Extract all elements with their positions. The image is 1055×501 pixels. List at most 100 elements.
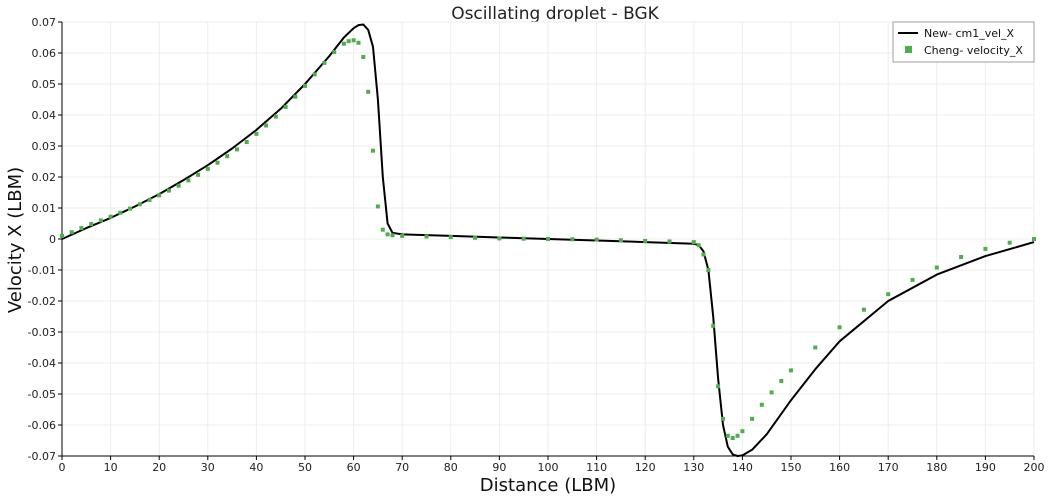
data-point (711, 323, 716, 328)
data-point (706, 268, 711, 272)
data-point (346, 39, 351, 44)
data-point (779, 379, 784, 383)
x-tick-label: 20 (152, 461, 166, 474)
data-point (186, 178, 191, 183)
x-tick-label: 30 (201, 461, 215, 474)
y-tick-label: -0.01 (28, 264, 56, 277)
legend-swatch-cheng (905, 46, 912, 53)
data-point (137, 202, 142, 207)
data-point (959, 255, 964, 259)
data-point (351, 38, 356, 43)
data-point (128, 206, 132, 211)
data-point (424, 234, 429, 239)
data-point (196, 172, 201, 177)
y-tick-label: 0.06 (32, 47, 57, 60)
x-tick-label: 70 (395, 461, 409, 474)
data-point (147, 197, 152, 202)
x-tick-label: 140 (732, 461, 753, 474)
x-tick-label: 80 (444, 461, 458, 474)
data-point (861, 307, 866, 312)
y-tick-label: -0.04 (28, 357, 56, 370)
data-point (380, 227, 385, 232)
x-tick-label: 190 (975, 461, 996, 474)
y-tick-label: 0.01 (32, 202, 57, 215)
data-point (521, 236, 526, 241)
x-tick-label: 180 (926, 461, 947, 474)
data-point (1007, 240, 1012, 245)
data-point (910, 277, 915, 282)
data-point (361, 55, 366, 59)
x-axis-label: Distance (LBM) (480, 475, 616, 496)
legend-box (892, 21, 1035, 63)
data-point (740, 429, 745, 434)
data-point (701, 252, 706, 257)
data-point (341, 41, 346, 46)
x-tick-label: 90 (492, 461, 506, 474)
data-point (293, 94, 298, 99)
data-point (696, 243, 701, 248)
y-tick-label: 0.02 (32, 171, 57, 184)
x-tick-label: 110 (586, 461, 607, 474)
data-point (176, 183, 181, 188)
data-point (618, 238, 623, 243)
x-tick-label: 0 (59, 461, 66, 474)
y-tick-label: -0.05 (28, 388, 56, 401)
x-tick-label: 50 (298, 461, 312, 474)
y-tick-label: 0.03 (32, 140, 57, 153)
data-point (759, 402, 764, 407)
data-point (546, 237, 550, 241)
data-point (837, 325, 842, 330)
data-point (225, 154, 230, 159)
data-point (244, 140, 249, 144)
y-tick-label: 0 (49, 233, 56, 246)
y-tick-label: 0.07 (32, 16, 57, 29)
x-tick-label: 120 (635, 461, 656, 474)
data-point (254, 131, 259, 136)
data-point (356, 40, 361, 45)
data-point (1032, 237, 1036, 241)
y-ticks: 0.07 0.06 0.05 0.04 0.03 0.02 0.01 0 -0.01 -0.02 -… (28, 16, 62, 463)
y-tick-label: -0.06 (28, 419, 56, 432)
data-point (371, 148, 375, 153)
data-point (283, 104, 288, 109)
data-point (108, 214, 113, 219)
data-point (322, 60, 327, 65)
data-point (79, 226, 84, 231)
x-tick-label: 60 (347, 461, 361, 474)
data-point (667, 239, 672, 244)
data-point (303, 83, 307, 88)
x-ticks: 0 10 20 30 40 50 60 70 80 90 100 110 120 130 140 150 160… (59, 456, 1045, 474)
data-point (205, 166, 210, 171)
series-layer (60, 23, 1036, 457)
legend-label-cheng: Cheng- velocity_X (924, 44, 1023, 57)
data-point (735, 433, 740, 438)
data-point (89, 222, 94, 227)
data-point (69, 230, 74, 235)
data-point (400, 233, 405, 238)
data-point (769, 390, 774, 395)
data-point (312, 72, 317, 77)
y-tick-label: -0.03 (28, 326, 56, 339)
data-point (98, 218, 103, 223)
data-point (366, 89, 371, 94)
data-point (934, 265, 939, 270)
data-point (390, 233, 395, 238)
x-tick-label: 160 (829, 461, 850, 474)
chart-title: Oscillating droplet - BGK (451, 4, 659, 24)
x-tick-label: 130 (683, 461, 704, 474)
data-point (497, 236, 502, 241)
data-point (789, 368, 793, 373)
data-point (273, 114, 278, 119)
data-point (691, 240, 696, 245)
data-point (385, 232, 390, 237)
x-tick-label: 170 (878, 461, 899, 474)
data-point (157, 193, 162, 198)
data-point (813, 345, 818, 350)
y-axis-label: Velocity X (LBM) (5, 167, 26, 313)
data-point (886, 292, 891, 297)
data-point (750, 416, 755, 421)
series-markers-cheng (60, 38, 1036, 440)
data-point (235, 147, 239, 152)
